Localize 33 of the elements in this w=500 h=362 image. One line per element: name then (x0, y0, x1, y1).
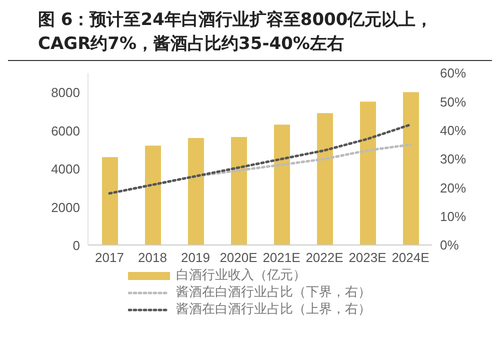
bar (403, 92, 419, 245)
x-tick-label: 2021E (262, 250, 301, 266)
legend-label: 酱酒在白酒行业占比（上界，右） (176, 301, 371, 318)
bar (274, 124, 290, 245)
x-tick-label: 2019 (181, 250, 210, 266)
x-tick-label: 2020E (220, 250, 258, 266)
y2-tick-label: 10% (440, 208, 466, 224)
y-tick-label: 4000 (51, 162, 80, 177)
line-series (108, 123, 412, 195)
bar (188, 138, 204, 245)
legend-label: 酱酒在白酒行业占比（下界，右） (176, 284, 371, 301)
x-tick-label: 2023E (348, 250, 387, 266)
y2-tick-label: 50% (440, 94, 466, 110)
y2-tick-label: 20% (440, 180, 466, 196)
y-tick-label: 2000 (51, 200, 80, 215)
bar (231, 137, 247, 245)
x-tick-label: 2024E (392, 250, 430, 266)
bar (102, 157, 118, 245)
bar (360, 102, 376, 245)
y2-tick-label: 30% (440, 152, 466, 167)
bar (317, 113, 333, 245)
x-tick-label: 2018 (138, 250, 167, 266)
legend-label: 白酒行业收入（亿元） (176, 267, 306, 284)
y2-tick-label: 0% (440, 238, 460, 253)
y2-tick-label: 40% (440, 122, 466, 138)
y-tick-label: 6000 (51, 123, 80, 138)
y-tick-label: 0 (72, 238, 80, 253)
y2-tick-label: 60% (440, 66, 466, 81)
chart-title: 图 6：预计至24年白酒行业扩容至8000亿元以上，CAGR约7%，酱酒占比约35-40%左右 (8, 8, 492, 61)
y-tick-label: 8000 (51, 85, 80, 100)
x-tick-label: 2022E (306, 250, 344, 266)
x-tick-label: 2017 (95, 250, 124, 266)
bar (145, 146, 161, 245)
